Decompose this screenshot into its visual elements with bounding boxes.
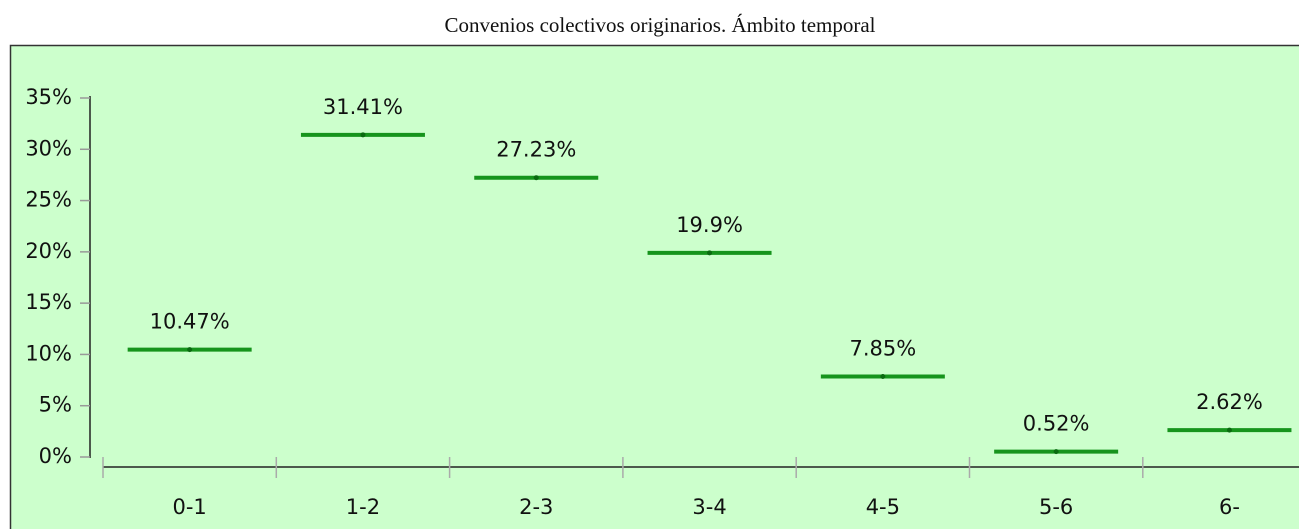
- y-tick-label: 30%: [25, 136, 72, 160]
- chart-title: Convenios colectivos originarios. Ámbito…: [444, 13, 875, 37]
- plot-area: [9, 44, 1299, 529]
- value-dot: [533, 175, 539, 181]
- value-dot: [1226, 427, 1232, 433]
- value-dot: [1053, 449, 1059, 455]
- y-tick-label: 5%: [39, 393, 72, 417]
- x-tick-label: 6-: [1219, 495, 1240, 519]
- y-tick-label: 15%: [25, 290, 72, 314]
- value-dot: [187, 347, 193, 353]
- x-tick-label: 2-3: [519, 495, 553, 519]
- y-tick-label: 10%: [25, 341, 72, 365]
- x-tick-label: 1-2: [346, 495, 380, 519]
- x-tick-label: 0-1: [172, 495, 206, 519]
- value-label: 31.41%: [323, 95, 403, 119]
- value-label: 7.85%: [849, 336, 916, 360]
- value-label: 2.62%: [1196, 390, 1263, 414]
- value-label: 27.23%: [496, 138, 576, 162]
- x-tick-label: 3-4: [692, 495, 726, 519]
- y-tick-label: 25%: [25, 188, 72, 212]
- value-dot: [360, 132, 366, 138]
- value-label: 19.9%: [676, 213, 743, 237]
- x-tick-label: 5-6: [1039, 495, 1073, 519]
- value-label: 0.52%: [1023, 412, 1090, 436]
- value-dot: [707, 250, 713, 256]
- y-tick-label: 35%: [25, 85, 72, 109]
- y-tick-label: 20%: [25, 239, 72, 263]
- value-dot: [880, 373, 886, 379]
- y-tick-label: 0%: [39, 444, 72, 468]
- x-tick-label: 4-5: [866, 495, 900, 519]
- value-label: 10.47%: [150, 310, 230, 334]
